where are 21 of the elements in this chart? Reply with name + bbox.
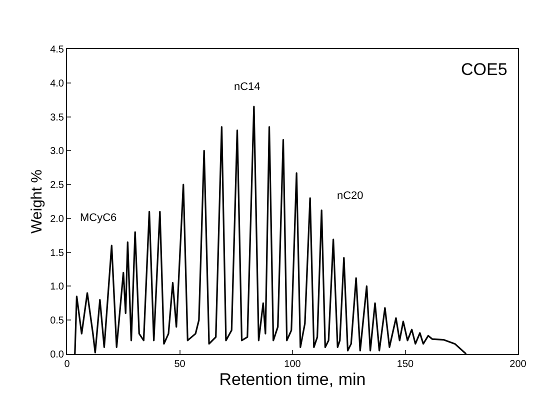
y-tick-label: 1.0 <box>50 282 64 293</box>
y-tick-label: 3.0 <box>50 146 64 158</box>
x-tick-label: 0 <box>64 359 70 370</box>
x-tick-label: 200 <box>510 359 527 370</box>
x-tick-label: 150 <box>396 359 414 370</box>
annotation: MCyC6 <box>80 212 117 224</box>
x-tick-label: 50 <box>174 359 186 370</box>
annotation: nC20 <box>337 190 364 202</box>
x-tick-label: 100 <box>284 359 302 370</box>
y-tick-label: 3.5 <box>50 112 64 124</box>
y-axis-title: Weight % <box>28 170 46 234</box>
y-tick-label: 4.0 <box>50 78 64 90</box>
y-tick-label: 1.5 <box>50 248 64 259</box>
y-tick-label: 0.0 <box>50 350 64 360</box>
y-tick-label: 0.5 <box>50 316 64 327</box>
y-tick-label: 4.5 <box>50 44 64 56</box>
y-tick-label: 2.5 <box>50 180 64 192</box>
y-tick-label: 2.0 <box>50 214 64 225</box>
x-axis-title: Retention time, min <box>219 370 366 389</box>
text: COE5 <box>461 60 508 79</box>
annotation: nC14 <box>234 81 260 93</box>
